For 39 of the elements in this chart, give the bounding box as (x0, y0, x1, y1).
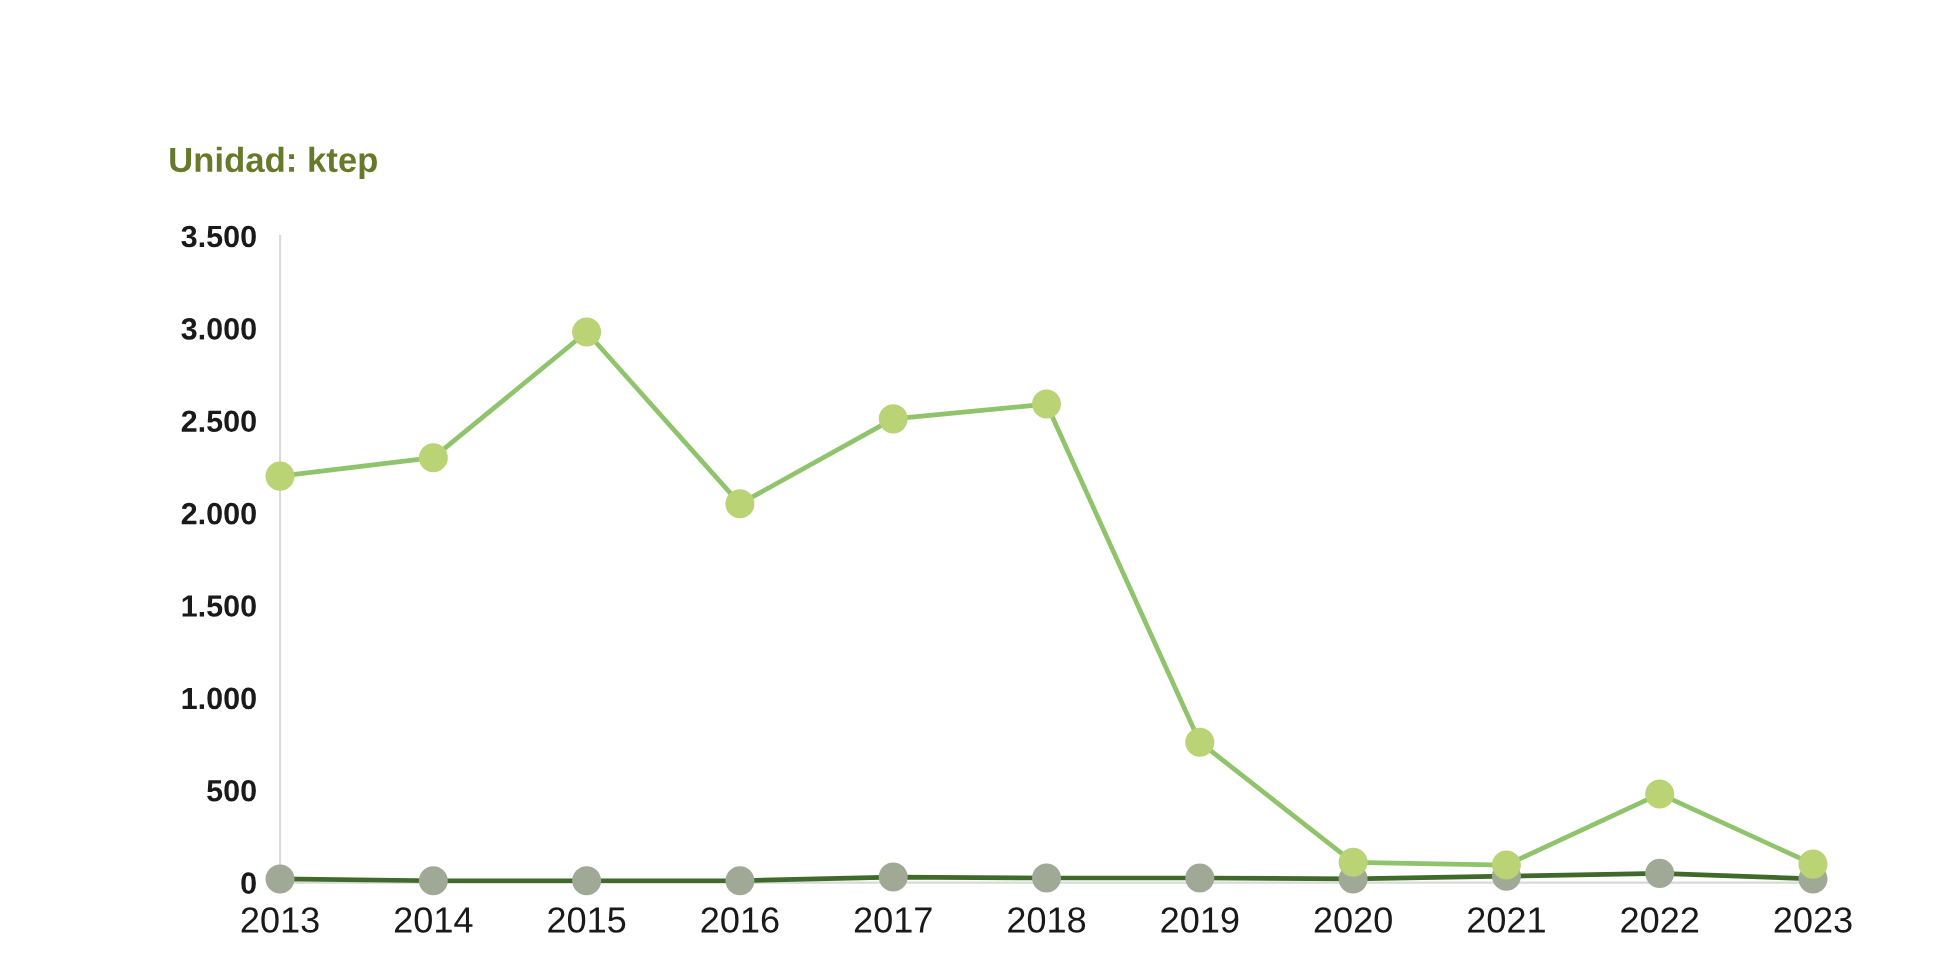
point (878, 404, 908, 434)
x-tick-label: 2018 (1008, 907, 1086, 933)
x-tick-label: 2021 (1468, 907, 1545, 933)
point (265, 864, 295, 894)
point (1185, 863, 1215, 893)
point (725, 489, 755, 519)
point (725, 866, 755, 896)
y-tick-label: 2.000 (181, 502, 256, 525)
y-tick-label: 500 (207, 779, 256, 802)
point (1645, 779, 1675, 809)
point (418, 866, 448, 896)
point (1491, 850, 1521, 880)
point (265, 461, 295, 491)
point (418, 443, 448, 473)
y-tick-label: 0 (241, 872, 256, 894)
point (572, 866, 602, 896)
y-axis-title: Unidad: ktep (170, 146, 377, 180)
y-tick-label: 1.500 (182, 595, 256, 617)
point (1798, 849, 1828, 879)
x-tick-label: 2020 (1314, 907, 1392, 933)
x-tick-label: 2013 (241, 907, 319, 933)
y-tick-label: 1.000 (182, 687, 256, 710)
x-tick-label: 2017 (854, 907, 932, 933)
point (1032, 389, 1062, 419)
y-tick-label: 2.500 (181, 410, 256, 433)
x-tick-label: 2014 (394, 907, 473, 933)
x-tick-label: 2019 (1161, 907, 1239, 933)
point (572, 317, 602, 347)
y-tick-label: 3.000 (181, 318, 256, 340)
point (1645, 858, 1675, 888)
point (1032, 863, 1062, 893)
point (1185, 727, 1215, 757)
x-tick-label: 2023 (1774, 907, 1852, 933)
x-tick-label: 2015 (548, 907, 626, 933)
point (1338, 847, 1368, 877)
point (878, 862, 908, 892)
x-tick-label: 2022 (1621, 907, 1699, 933)
y-tick-label: 3.500 (181, 225, 256, 248)
x-tick-label: 2016 (701, 907, 779, 933)
